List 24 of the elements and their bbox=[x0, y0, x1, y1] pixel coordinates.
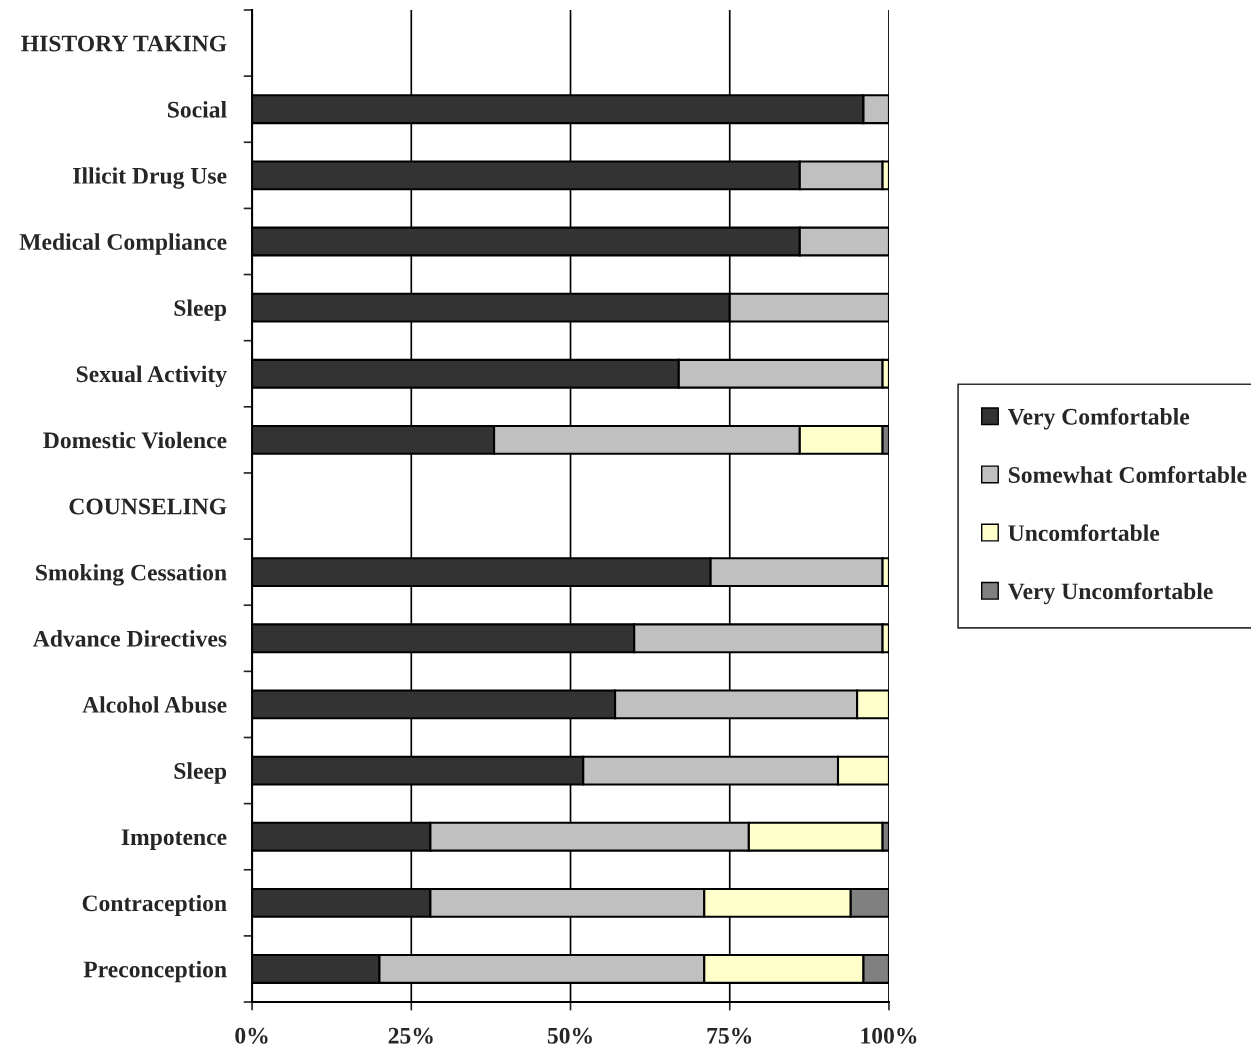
y-tick-label: Domestic Violence bbox=[43, 431, 227, 449]
y-tick-label: Impotence bbox=[121, 829, 227, 850]
x-tick-label: 50% bbox=[547, 1027, 592, 1044]
y-tick-label: Sexual Activity bbox=[76, 365, 227, 388]
legend-label: Somewhat Comfortable bbox=[1008, 466, 1247, 483]
y-tick-label: Social bbox=[167, 101, 227, 118]
y-tick-label: COUNSELING bbox=[69, 498, 227, 515]
x-tick-label: 100% bbox=[861, 1027, 917, 1044]
y-tick-label: Advance Directives bbox=[32, 630, 227, 647]
y-tick-label: Sleep bbox=[174, 762, 227, 784]
y-tick-label: Medical Compliance bbox=[19, 233, 227, 255]
y-tick-label: Contraception bbox=[82, 894, 227, 917]
y-tick-label: Illicit Drug Use bbox=[73, 167, 227, 189]
y-tick-label: Smoking Cessation bbox=[36, 563, 227, 586]
x-tick-label: 75% bbox=[707, 1027, 752, 1044]
x-tick-label: 25% bbox=[388, 1027, 433, 1044]
y-tick-label: Sleep bbox=[174, 299, 227, 321]
y-tick-label: Preconception bbox=[83, 960, 227, 983]
y-tick-label: Alcohol Abuse bbox=[82, 696, 227, 713]
x-tick-label: 0% bbox=[235, 1027, 268, 1044]
legend-label: Very Comfortable bbox=[1007, 407, 1190, 430]
legend-label: Very Uncomfortable bbox=[1007, 582, 1213, 605]
y-tick-label: HISTORY TAKING bbox=[21, 35, 227, 52]
legend-label: Uncomfortable bbox=[1008, 524, 1160, 542]
